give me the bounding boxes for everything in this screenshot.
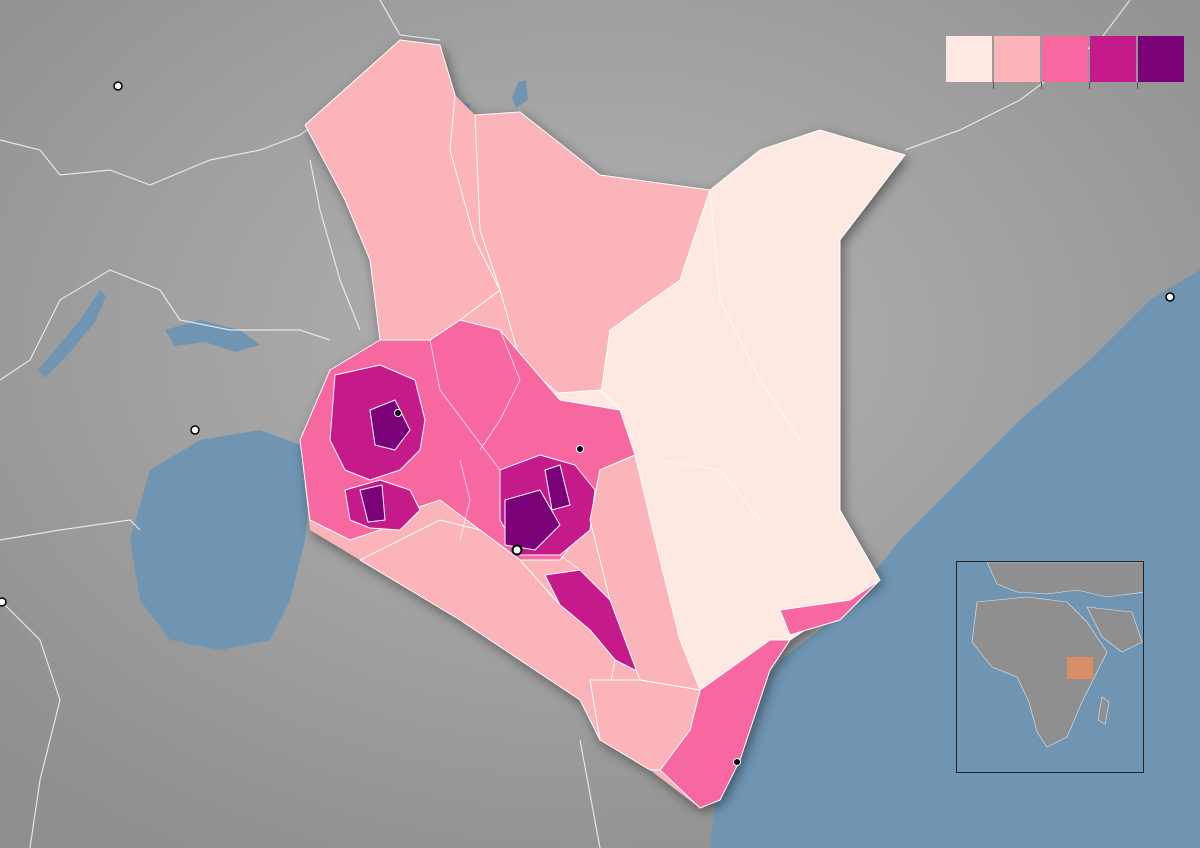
neighbor-borders — [0, 0, 1131, 848]
county-west-class5 — [359, 484, 386, 523]
city-marker-kigali — [0, 597, 7, 607]
inset-svg — [971, 562, 1143, 748]
city-marker-mogadishu — [1165, 292, 1175, 302]
legend-tick-4 — [1137, 82, 1138, 89]
county-lamu — [779, 579, 881, 636]
legend — [946, 36, 1186, 96]
city-markers — [0, 81, 1175, 766]
city-marker-nairobi — [511, 544, 523, 556]
lake-stefanie — [512, 80, 528, 108]
inset-europe — [986, 562, 1143, 598]
legend-swatch-1 — [946, 36, 992, 82]
city-marker-mombasa — [733, 758, 741, 766]
county-kajiado — [359, 519, 616, 741]
inset-arabia — [1086, 606, 1143, 653]
city-marker-meru — [576, 445, 584, 453]
inset-locator-map — [956, 561, 1144, 773]
inset-highlight — [1067, 657, 1093, 679]
county-nairobi-class5 — [504, 489, 561, 551]
county-turkana — [304, 39, 501, 341]
city-marker-juba — [113, 81, 123, 91]
legend-swatch-4 — [1090, 36, 1136, 82]
lake-kyoga — [165, 320, 260, 352]
county-borders — [429, 189, 801, 571]
legend-tick-1 — [993, 82, 994, 89]
inset-madagascar — [1097, 696, 1110, 725]
legend-swatch-2 — [994, 36, 1040, 82]
lake-albert — [38, 290, 106, 378]
city-marker-kampala — [190, 425, 200, 435]
county-taita-taveta — [589, 679, 701, 771]
lake-victoria — [130, 430, 310, 650]
legend-tick-3 — [1089, 82, 1090, 89]
county-regions — [299, 39, 906, 809]
city-marker-kitale — [394, 409, 402, 417]
county-marsabit — [474, 111, 711, 401]
legend-swatch-5 — [1138, 36, 1184, 82]
legend-swatch-3 — [1042, 36, 1088, 82]
inset-africa — [971, 596, 1108, 748]
county-nyeri-class5 — [544, 464, 571, 511]
legend-tick-2 — [1041, 82, 1042, 89]
